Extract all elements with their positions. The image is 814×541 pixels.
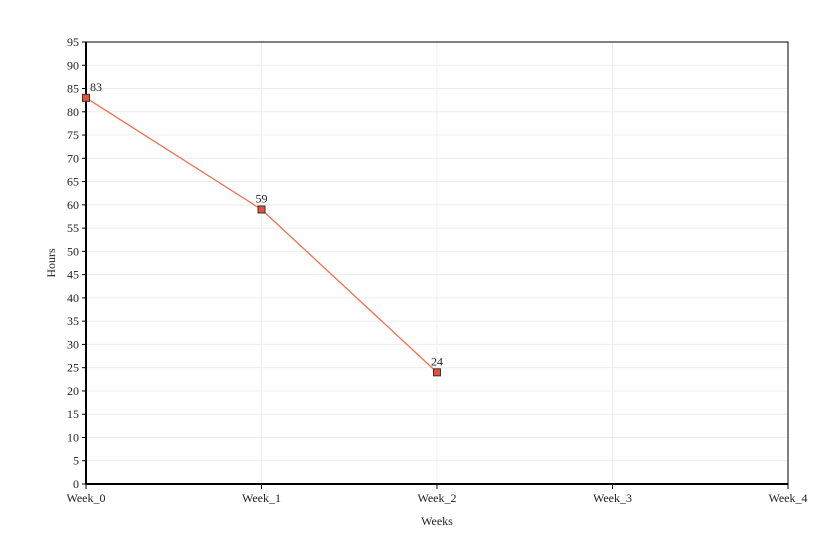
y-tick-label: 85 — [67, 82, 79, 96]
data-point — [433, 368, 441, 377]
y-tick-label: 45 — [67, 268, 79, 282]
x-tick-label: Week_4 — [768, 491, 807, 505]
y-tick-label: 10 — [67, 430, 79, 444]
y-tick-label: 60 — [67, 198, 79, 212]
y-tick-label: 95 — [67, 35, 79, 49]
y-tick-label: 90 — [67, 58, 79, 72]
x-tick-label: Week_2 — [417, 491, 456, 505]
data-label: 59 — [256, 191, 268, 205]
y-tick-label: 55 — [67, 221, 79, 235]
data-point — [257, 205, 266, 214]
y-tick-label: 75 — [67, 128, 79, 142]
y-tick-label: 65 — [67, 175, 79, 189]
x-axis-label: Weeks — [421, 514, 453, 528]
y-tick-label: 5 — [73, 454, 79, 468]
y-tick-label: 35 — [67, 314, 79, 328]
y-tick-label: 15 — [67, 407, 79, 421]
data-label: 83 — [90, 80, 102, 94]
y-tick-label: 50 — [67, 244, 79, 258]
y-tick-label: 80 — [67, 105, 79, 119]
y-tick-label: 30 — [67, 337, 79, 351]
data-point — [82, 93, 90, 102]
y-tick-label: 25 — [67, 361, 79, 375]
x-tick-label: Week_1 — [242, 491, 281, 505]
y-tick-label: 20 — [67, 384, 79, 398]
y-tick-label: 0 — [73, 477, 79, 491]
y-axis-label: Hours — [44, 248, 58, 278]
y-tick-label: 70 — [67, 151, 79, 165]
x-tick-label: Week_0 — [66, 491, 105, 505]
data-label: 24 — [431, 354, 443, 368]
y-tick-label: 40 — [67, 291, 79, 305]
x-tick-label: Week_3 — [593, 491, 632, 505]
